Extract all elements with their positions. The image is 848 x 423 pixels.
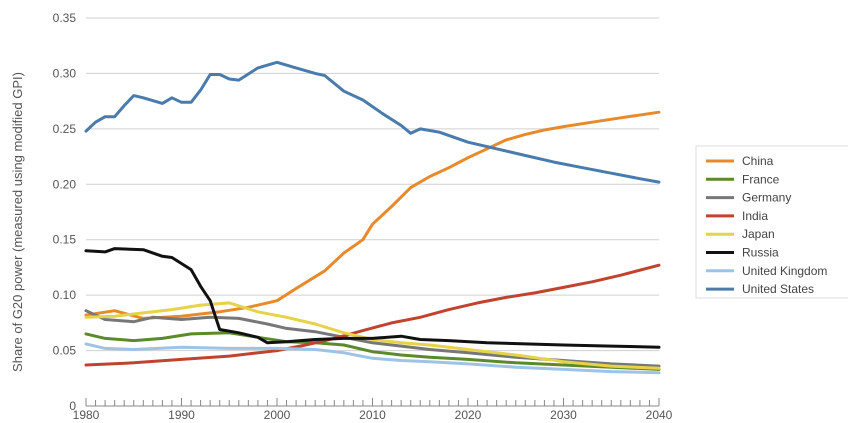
plot-area	[84, 60, 661, 375]
x-tick-label: 2020	[455, 408, 482, 422]
x-tick-label: 1980	[73, 408, 100, 422]
legend-label: France	[742, 172, 780, 186]
series-line-france	[84, 331, 661, 371]
legend-label: United Kingdom	[742, 264, 827, 278]
x-tick-label: 2010	[359, 408, 386, 422]
y-tick-label: 0.35	[53, 11, 77, 25]
y-tick-label: 0	[69, 399, 76, 413]
legend-label: United States	[742, 282, 814, 296]
x-tick-label: 1990	[168, 408, 195, 422]
legend-label: India	[742, 209, 768, 223]
legend-label: Japan	[742, 227, 775, 241]
legend-label: Russia	[742, 246, 779, 260]
x-axis: 1980 1990 2000 2010 2020 2030 2040	[73, 398, 673, 422]
series-line-india	[84, 263, 661, 367]
series-line-russia	[84, 247, 661, 349]
y-tick-label: 0.05	[53, 344, 77, 358]
y-tick-label: 0.10	[53, 288, 77, 302]
x-tick-label: 2030	[550, 408, 577, 422]
series-line-germany	[84, 309, 661, 368]
y-tick-label: 0.15	[53, 233, 77, 247]
legend: China France Germany India Japan Russia United…	[695, 145, 848, 299]
y-axis-title: Share of G20 power (measured using modif…	[10, 72, 25, 372]
series-line-china	[84, 110, 661, 320]
y-tick-label: 0.30	[53, 66, 77, 80]
y-axis: 0 0.05 0.10 0.15 0.20 0.25 0.30 0.35	[53, 11, 77, 413]
series-line-united-states	[84, 60, 661, 184]
series-line-united-kingdom	[84, 342, 661, 375]
y-tick-label: 0.20	[53, 177, 77, 191]
x-tick-label: 2040	[646, 408, 673, 422]
y-tick-label: 0.25	[53, 122, 77, 136]
legend-box	[695, 145, 848, 299]
series-line-japan	[84, 301, 661, 370]
legend-label: Germany	[742, 191, 791, 205]
x-tick-label: 2000	[264, 408, 291, 422]
legend-label: China	[742, 154, 774, 168]
grid	[86, 17, 659, 352]
